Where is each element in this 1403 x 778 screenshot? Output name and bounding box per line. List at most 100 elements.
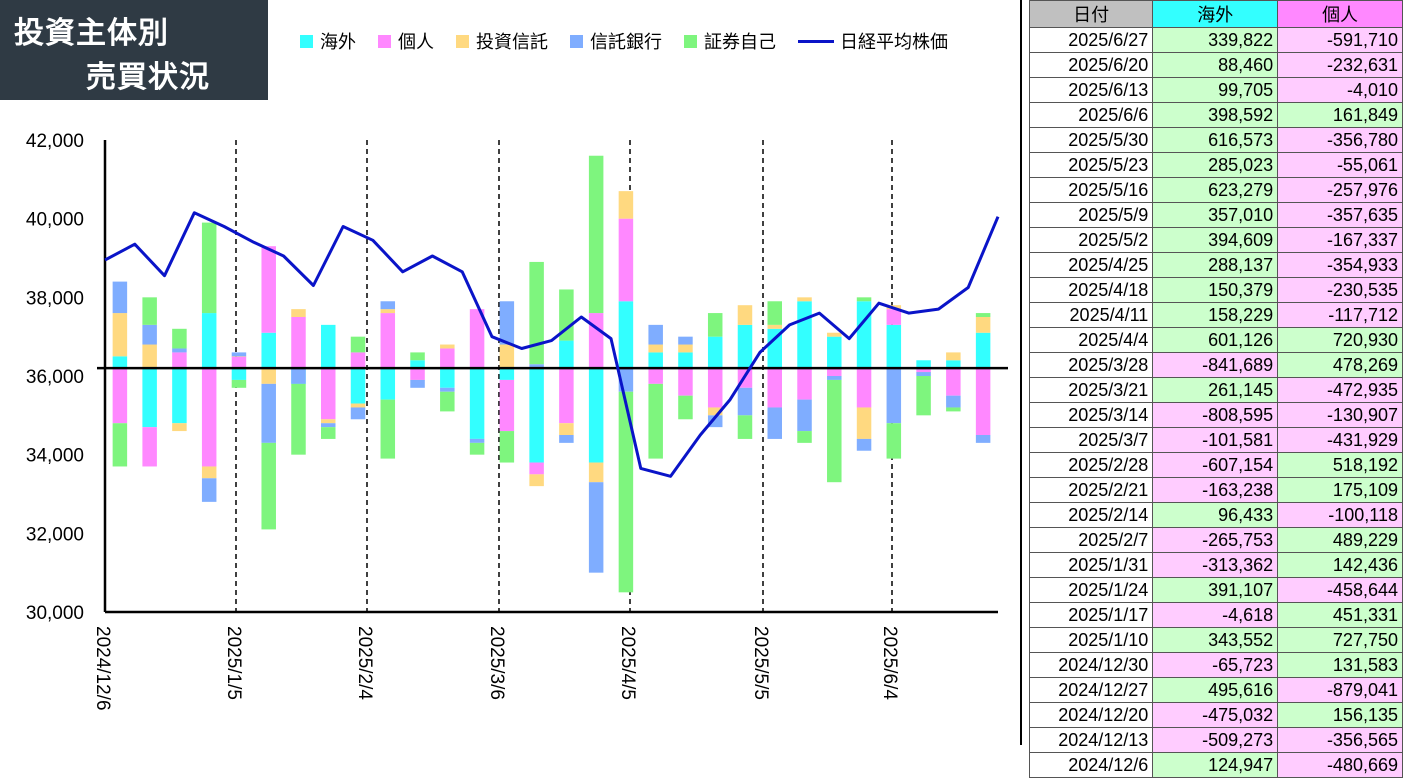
table-row: 2025/2/7 -265,753 489,229 <box>1028 527 1403 553</box>
bar-segment <box>648 344 663 353</box>
cell-kojin: 727,750 <box>1277 627 1403 653</box>
table-row: 2025/4/25 288,137 -354,933 <box>1028 252 1403 278</box>
bar-segment <box>767 324 782 329</box>
bar-segment <box>291 383 306 455</box>
cell-kaigai: 150,379 <box>1152 277 1279 303</box>
cell-kaigai: -265,753 <box>1152 527 1279 553</box>
bar-segment <box>827 379 842 483</box>
bar-segment <box>588 462 604 483</box>
bar-segment <box>975 332 991 369</box>
cell-date: 2025/5/9 <box>1028 202 1154 228</box>
bar-segment <box>172 423 187 432</box>
cell-kaigai: -313,362 <box>1152 552 1279 578</box>
bar-segment <box>380 313 396 369</box>
bar-segment <box>440 344 455 349</box>
cell-kojin: 518,192 <box>1277 452 1403 478</box>
bar-segment <box>946 368 961 396</box>
bar-segment <box>112 313 128 357</box>
bar-segment <box>767 301 782 325</box>
chart-area: 42,000 40,000 38,000 36,000 34,000 32,000 30,0… <box>26 131 1008 711</box>
legend-item: 信託銀行 <box>570 28 662 54</box>
legend-item: 海外 <box>300 28 356 54</box>
bar-segment <box>321 419 336 424</box>
bar-segment <box>678 352 693 369</box>
bar-segment <box>856 368 872 408</box>
bar-segment <box>350 368 366 404</box>
bar-segment <box>975 313 991 317</box>
table-row: 2025/6/20 88,460 -232,631 <box>1028 52 1403 78</box>
bar-segment <box>559 340 574 369</box>
legend-color-swatch <box>300 34 313 48</box>
bar-segment <box>142 324 157 345</box>
cell-kojin: 478,269 <box>1277 352 1403 378</box>
bar-segment <box>559 435 574 443</box>
table-row: 2024/12/6 124,947 -480,669 <box>1028 752 1403 778</box>
bar-segment <box>827 336 842 369</box>
cell-kaigai: 398,592 <box>1152 102 1279 128</box>
bar-segment <box>291 317 306 369</box>
cell-date: 2024/12/27 <box>1028 677 1154 703</box>
cell-date: 2025/4/18 <box>1028 277 1154 303</box>
bar-segment <box>886 309 902 325</box>
bar-segment <box>172 348 187 353</box>
table-row: 2024/12/20 -475,032 156,135 <box>1028 702 1403 728</box>
cell-kojin: -879,041 <box>1277 677 1403 703</box>
bar-segment <box>946 352 961 361</box>
header-date: 日付 <box>1028 0 1154 28</box>
cell-kaigai: -509,273 <box>1152 727 1279 753</box>
bar-segment <box>886 368 902 424</box>
chart-legend: 海外 個人 投資信託 信託銀行 証券自己 日経平均株価 <box>300 26 970 56</box>
table-row: 2025/5/9 357,010 -357,635 <box>1028 202 1403 228</box>
x-tick-label: 2025/3/6 <box>486 626 507 700</box>
bar-segment <box>529 368 544 463</box>
cell-date: 2025/3/14 <box>1028 402 1154 428</box>
cell-kojin: 489,229 <box>1277 527 1403 553</box>
legend-color-swatch <box>456 34 469 48</box>
cell-kaigai: 623,279 <box>1152 177 1279 203</box>
bar-segment <box>916 372 931 376</box>
cell-date: 2025/5/23 <box>1028 152 1154 178</box>
bar-segment <box>767 328 782 369</box>
bar-segment <box>946 360 961 369</box>
cell-kojin: -431,929 <box>1277 427 1403 453</box>
bar-segment <box>707 407 723 416</box>
bar-segment <box>142 297 157 325</box>
bar-segment <box>261 368 276 384</box>
bar-segment <box>261 442 276 530</box>
cell-date: 2025/5/2 <box>1028 227 1154 253</box>
bar-segment <box>112 356 128 369</box>
cell-date: 2025/3/21 <box>1028 377 1154 403</box>
legend-item: 投資信託 <box>456 28 548 54</box>
bar-segment <box>112 281 128 314</box>
bar-segment <box>350 352 366 369</box>
header-kojin: 個人 <box>1277 0 1403 28</box>
legend-label: 日経平均株価 <box>840 32 948 53</box>
bar-segment <box>231 356 247 357</box>
bar-segment <box>588 482 604 573</box>
cell-kaigai: 261,145 <box>1152 377 1279 403</box>
cell-kojin: -480,669 <box>1277 752 1403 778</box>
bar-segment <box>499 431 515 463</box>
cell-kaigai: 357,010 <box>1152 202 1279 228</box>
bar-segment <box>261 383 276 443</box>
cell-kaigai: -841,689 <box>1152 352 1279 378</box>
bar-segment <box>201 368 217 467</box>
cell-kojin: -591,710 <box>1277 27 1403 53</box>
table-row: 2025/2/28 -607,154 518,192 <box>1028 452 1403 478</box>
cell-kojin: -356,565 <box>1277 727 1403 753</box>
cell-kojin: 175,109 <box>1277 477 1403 503</box>
data-table-panel: 日付 海外 個人 2025/6/27 339,822 -591,710 2025/6/… <box>1020 0 1403 778</box>
cell-date: 2025/4/25 <box>1028 252 1154 278</box>
y-tick-label: 32,000 <box>26 524 84 545</box>
cell-date: 2025/5/16 <box>1028 177 1154 203</box>
bar-segment <box>648 383 663 459</box>
cell-kaigai: 88,460 <box>1152 52 1279 78</box>
bar-segment <box>946 395 961 408</box>
table-row: 2025/3/14 -808,595 -130,907 <box>1028 402 1403 428</box>
table-row: 2025/1/10 343,552 727,750 <box>1028 627 1403 653</box>
bar-segment <box>737 415 753 439</box>
legend-item: 日経平均株価 <box>798 28 948 54</box>
bar-segment <box>440 348 455 369</box>
bar-segment <box>440 387 455 392</box>
bar-segment <box>797 301 812 369</box>
